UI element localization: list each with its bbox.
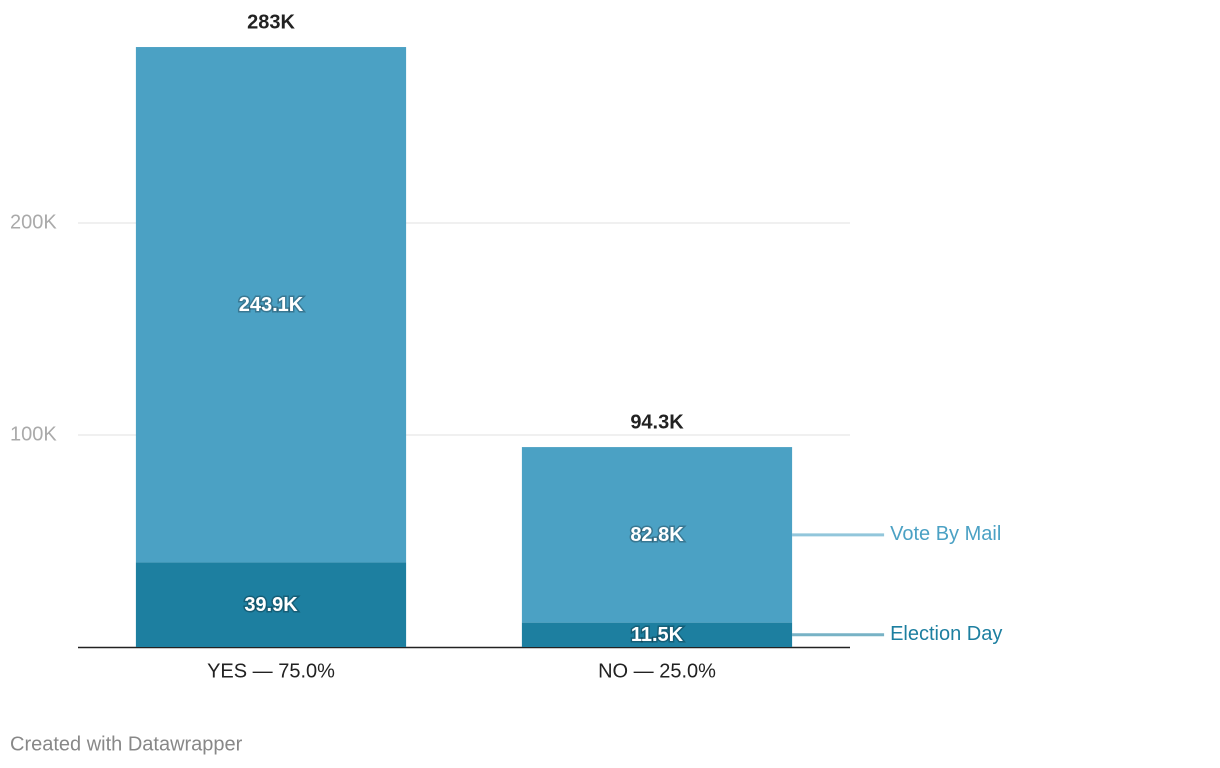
x-tick-label: NO — 25.0% [598, 660, 716, 682]
bar-segment [135, 562, 407, 647]
credit: Created with Datawrapper [10, 733, 243, 755]
legend-label: Vote By Mail [890, 523, 1001, 545]
y-tick-label: 200K [10, 211, 57, 233]
value-label: 243.1K [239, 294, 304, 316]
bar-segment [135, 47, 407, 563]
value-label: 82.8K [630, 524, 684, 546]
bar-segment [521, 622, 793, 647]
legend-label: Election Day [890, 623, 1002, 645]
bar-segment [521, 447, 793, 623]
total-label: 283K [247, 11, 295, 33]
total-label: 94.3K [630, 411, 684, 433]
value-label: 39.9K [244, 594, 298, 616]
x-tick-label: YES — 75.0% [207, 660, 335, 682]
y-tick-label: 100K [10, 423, 57, 445]
value-label: 11.5K [631, 624, 684, 646]
